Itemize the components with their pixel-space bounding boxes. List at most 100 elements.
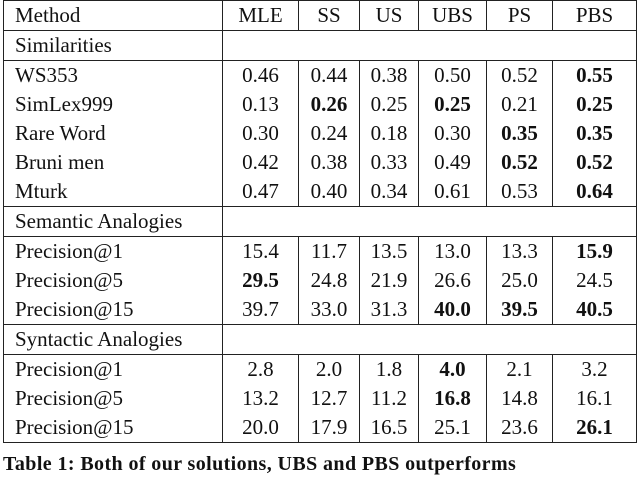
value-cell: 40.0 (418, 295, 487, 325)
header-cell: UBS (418, 0, 487, 31)
value-cell: 12.7 (298, 384, 360, 413)
value-cell: 31.3 (359, 295, 419, 325)
value-cell: 0.40 (298, 177, 360, 207)
value-cell: 0.42 (222, 148, 299, 177)
value-cell: 4.0 (418, 354, 487, 384)
value-cell: 20.0 (222, 413, 299, 443)
data-row: Precision@1 15.4 11.7 13.5 13.0 13.3 15.9 (3, 236, 637, 266)
section-title: Syntactic Analogies (3, 324, 223, 355)
value-cell: 24.8 (298, 266, 360, 295)
data-row: Precision@5 29.5 24.8 21.9 26.6 25.0 24.5 (3, 266, 637, 295)
value-cell: 0.13 (222, 90, 299, 119)
header-cell: Method (3, 0, 223, 31)
header-cell: SS (298, 0, 360, 31)
value-cell: 24.5 (552, 266, 637, 295)
value-cell: 0.52 (486, 60, 553, 90)
data-row: Rare Word 0.30 0.24 0.18 0.30 0.35 0.35 (3, 119, 637, 148)
data-row: Precision@5 13.2 12.7 11.2 16.8 14.8 16.1 (3, 384, 637, 413)
value-cell: 0.25 (418, 90, 487, 119)
value-cell: 0.61 (418, 177, 487, 207)
row-label: Precision@5 (3, 384, 223, 413)
value-cell: 0.46 (222, 60, 299, 90)
value-cell: 0.34 (359, 177, 419, 207)
value-cell: 0.30 (418, 119, 487, 148)
value-cell: 3.2 (552, 354, 637, 384)
value-cell: 0.53 (486, 177, 553, 207)
data-row: Precision@1 2.8 2.0 1.8 4.0 2.1 3.2 (3, 354, 637, 384)
row-label: Rare Word (3, 119, 223, 148)
value-cell: 0.35 (486, 119, 553, 148)
section-title: Similarities (3, 30, 223, 61)
value-cell: 0.50 (418, 60, 487, 90)
row-label: Mturk (3, 177, 223, 207)
section-title: Semantic Analogies (3, 206, 223, 237)
data-row: Precision@15 39.7 33.0 31.3 40.0 39.5 40.5 (3, 295, 637, 325)
value-cell: 25.0 (486, 266, 553, 295)
value-cell: 0.26 (298, 90, 360, 119)
value-cell: 0.52 (486, 148, 553, 177)
data-row: Precision@15 20.0 17.9 16.5 25.1 23.6 26.1 (3, 413, 637, 443)
value-cell: 16.1 (552, 384, 637, 413)
value-cell: 0.38 (298, 148, 360, 177)
header-cell: PS (486, 0, 553, 31)
value-cell: 2.1 (486, 354, 553, 384)
value-cell: 13.5 (359, 236, 419, 266)
value-cell: 40.5 (552, 295, 637, 325)
row-label: Bruni men (3, 148, 223, 177)
value-cell: 0.52 (552, 148, 637, 177)
value-cell: 0.35 (552, 119, 637, 148)
value-cell: 0.25 (552, 90, 637, 119)
header-cell: PBS (552, 0, 637, 31)
value-cell: 0.49 (418, 148, 487, 177)
value-cell: 0.24 (298, 119, 360, 148)
value-cell: 14.8 (486, 384, 553, 413)
value-cell: 21.9 (359, 266, 419, 295)
value-cell: 17.9 (298, 413, 360, 443)
value-cell: 11.7 (298, 236, 360, 266)
results-table: Method MLE SS US UBS PS PBS Similarities WS353 0.… (3, 0, 637, 443)
value-cell: 0.25 (359, 90, 419, 119)
value-cell: 29.5 (222, 266, 299, 295)
section-blank (222, 30, 637, 61)
header-row: Method MLE SS US UBS PS PBS (3, 0, 637, 31)
value-cell: 2.0 (298, 354, 360, 384)
value-cell: 0.21 (486, 90, 553, 119)
value-cell: 0.33 (359, 148, 419, 177)
value-cell: 0.47 (222, 177, 299, 207)
row-label: Precision@15 (3, 295, 223, 325)
value-cell: 33.0 (298, 295, 360, 325)
value-cell: 0.30 (222, 119, 299, 148)
section-row: Similarities (3, 30, 637, 61)
section-blank (222, 206, 637, 237)
row-label: Precision@5 (3, 266, 223, 295)
value-cell: 26.1 (552, 413, 637, 443)
data-row: Mturk 0.47 0.40 0.34 0.61 0.53 0.64 (3, 177, 637, 207)
value-cell: 0.18 (359, 119, 419, 148)
value-cell: 13.3 (486, 236, 553, 266)
value-cell: 0.38 (359, 60, 419, 90)
row-label: Precision@1 (3, 354, 223, 384)
data-row: SimLex999 0.13 0.26 0.25 0.25 0.21 0.25 (3, 90, 637, 119)
section-blank (222, 324, 637, 355)
value-cell: 0.55 (552, 60, 637, 90)
row-label: Precision@15 (3, 413, 223, 443)
data-row: Bruni men 0.42 0.38 0.33 0.49 0.52 0.52 (3, 148, 637, 177)
value-cell: 39.5 (486, 295, 553, 325)
value-cell: 0.44 (298, 60, 360, 90)
table-caption: Table 1: Both of our solutions, UBS and … (3, 453, 517, 475)
row-label: WS353 (3, 60, 223, 90)
value-cell: 11.2 (359, 384, 419, 413)
value-cell: 15.9 (552, 236, 637, 266)
value-cell: 25.1 (418, 413, 487, 443)
value-cell: 13.0 (418, 236, 487, 266)
section-row: Syntactic Analogies (3, 324, 637, 355)
row-label: SimLex999 (3, 90, 223, 119)
row-label: Precision@1 (3, 236, 223, 266)
value-cell: 0.64 (552, 177, 637, 207)
value-cell: 16.8 (418, 384, 487, 413)
value-cell: 13.2 (222, 384, 299, 413)
value-cell: 15.4 (222, 236, 299, 266)
value-cell: 23.6 (486, 413, 553, 443)
value-cell: 26.6 (418, 266, 487, 295)
